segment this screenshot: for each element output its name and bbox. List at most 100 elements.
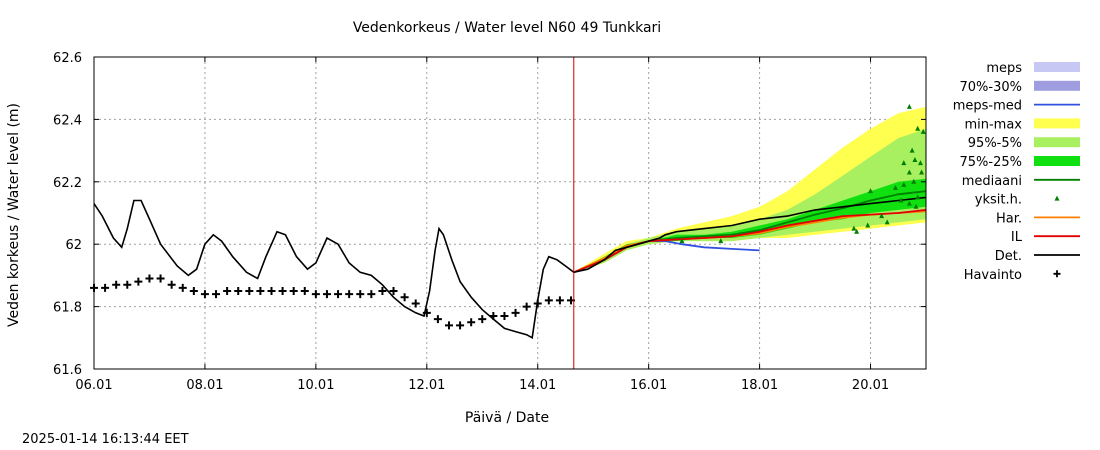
observation-point [345,290,354,299]
member-point [854,228,860,234]
member-point [892,185,898,191]
member-point [865,222,871,228]
x-tick-label: 06.01 [75,378,112,393]
legend-swatch [1034,118,1080,129]
observation-point [234,287,243,295]
member-point [911,178,917,184]
legend-label: IL [1011,230,1023,245]
member-point [901,160,907,166]
member-point [915,194,921,200]
chart-title: Vedenkorkeus / Water level N60 49 Tunkka… [353,20,661,36]
observation-point [322,290,331,299]
member-point [915,125,921,131]
x-tick-label: 08.01 [186,378,223,393]
member-point [868,188,874,194]
observation-point [223,287,232,295]
legend-label: Havainto [964,268,1022,283]
member-point [884,219,890,225]
observation-point [311,290,320,299]
y-tick-label: 62.6 [53,51,82,66]
member-point [901,181,907,187]
observation-point [356,290,365,299]
observation-point [544,296,553,305]
legend-label: mediaani [962,174,1022,189]
legend-swatch [1034,80,1080,91]
x-tick-label: 14.01 [519,378,556,393]
member-point [909,147,915,153]
y-tick-label: 61.6 [53,363,82,378]
observation-point [433,315,442,324]
observation-point [101,283,110,292]
observation-point [511,308,520,317]
x-tick-label: 10.01 [297,378,334,393]
legend-label: min-max [964,117,1022,132]
member-point [913,203,919,209]
observation-point [522,302,531,311]
observation-point [400,293,409,302]
observation-point [389,287,398,295]
member-point [906,169,912,175]
legend-label: meps-med [953,99,1022,114]
observation-point [289,287,298,295]
x-tick-label: 20.01 [852,378,889,393]
legend-label: Det. [995,249,1022,264]
legend-swatch [1053,270,1061,278]
y-axis-label: Veden korkeus / Water level (m) [6,103,22,327]
observation-point [500,311,509,320]
member-point [919,169,925,175]
member-point [912,156,918,162]
x-tick-label: 12.01 [408,378,445,393]
x-tick-label: 16.01 [630,378,667,393]
y-tick-label: 62.2 [53,176,82,191]
legend-label: 95%-5% [968,136,1022,151]
observation-point [212,290,221,299]
observation-point [334,290,343,299]
observation-point [456,321,465,330]
legend-swatch [1034,137,1080,148]
observation-point [300,287,309,295]
member-point [879,213,885,219]
y-tick-label: 62 [65,238,82,253]
observation-point [422,308,431,317]
observation-point [267,287,276,295]
observation-point [444,321,453,330]
band-min-max [573,106,926,273]
member-point [920,128,926,134]
observation-point [478,315,487,324]
legend: meps 70%-30% meps-med min-max 95%-5% 75%-25% m… [953,61,1080,283]
legend-swatch [1034,156,1080,166]
observation-point [112,280,121,289]
member-point [906,200,912,206]
legend-label: meps [986,61,1022,76]
observation-point [489,311,498,320]
observation-point [145,274,154,283]
observation-point [467,318,476,327]
observation-point [156,274,165,283]
observation-point [378,287,387,295]
series-line-det- [93,196,927,340]
x-axis-label: Päivä / Date [465,410,549,426]
data-series [90,103,927,340]
observation-point [134,277,143,286]
x-tick-label: 18.01 [741,378,778,393]
legend-swatch [1034,62,1080,72]
observation-point [411,299,420,308]
observation-point [189,287,198,295]
axes: 06.01 08.01 10.01 12.01 14.01 16.01 18.01 20.01… [53,51,927,393]
legend-swatch [1054,195,1060,201]
member-point [679,238,685,244]
grid-lines [93,57,926,369]
timestamp: 2025-01-14 16:13:44 EET [22,432,189,447]
observation-point [200,290,209,299]
plot-frame [93,56,927,370]
observation-point [367,290,376,299]
member-point [851,225,857,231]
observation-point [278,287,287,295]
member-point [898,197,904,203]
band-75-25- [573,178,926,273]
legend-label: yksit.h. [975,193,1022,208]
y-tick-label: 61.8 [53,301,82,316]
member-point [718,238,724,244]
observation-point [256,287,265,295]
